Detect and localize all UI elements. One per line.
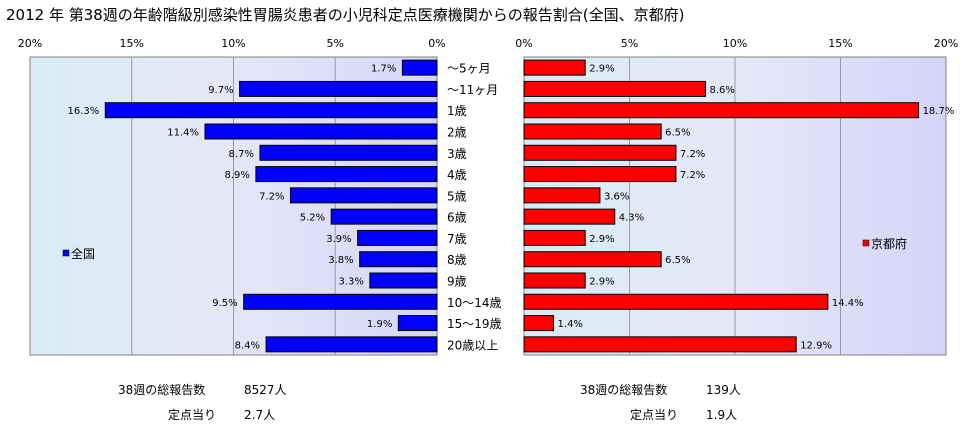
right-value-label: 8.6% (709, 85, 734, 96)
left-value-label: 9.7% (208, 85, 233, 96)
left-bar (397, 315, 438, 332)
category-label: 〜11ヶ月 (447, 83, 498, 97)
left-value-label: 5.2% (300, 213, 325, 224)
category-label: 1歳 (447, 104, 467, 118)
left-total-value: 8527人 (244, 383, 287, 397)
right-bar (523, 315, 555, 332)
category-label: 5歳 (447, 189, 467, 203)
left-value-label: 3.3% (338, 277, 363, 288)
left-tick-label: 15% (120, 37, 144, 50)
left-tick-label: 0% (428, 37, 445, 50)
right-total-value: 139人 (706, 383, 741, 397)
left-bar (255, 166, 438, 183)
right-tick-label: 20% (934, 37, 958, 50)
right-value-label: 14.4% (832, 298, 864, 309)
left-bar (243, 293, 438, 310)
left-bar (265, 336, 438, 353)
right-value-label: 2.9% (589, 234, 614, 245)
category-label: 7歳 (447, 232, 467, 246)
right-bar (523, 102, 920, 119)
category-label: 3歳 (447, 147, 467, 161)
left-value-label: 1.7% (371, 64, 396, 75)
right-bar (523, 336, 797, 353)
right-value-label: 2.9% (589, 64, 614, 75)
right-bar (523, 123, 662, 140)
category-label: 10〜14歳 (447, 296, 502, 310)
right-tick-label: 10% (723, 37, 747, 50)
right-tick-label: 15% (828, 37, 852, 50)
right-bar (523, 229, 586, 246)
left-bar (104, 102, 438, 119)
right-bar (523, 293, 829, 310)
category-label: 8歳 (447, 253, 467, 267)
right-legend-swatch (862, 239, 870, 247)
left-value-label: 7.2% (259, 191, 284, 202)
left-value-label: 11.4% (167, 128, 199, 139)
left-value-label: 9.5% (212, 298, 237, 309)
category-label: 20歳以上 (447, 338, 498, 352)
left-tick-label: 10% (221, 37, 245, 50)
right-value-label: 4.3% (619, 213, 644, 224)
left-legend-label: 全国 (71, 246, 95, 261)
category-label: 15〜19歳 (447, 317, 502, 331)
right-value-label: 7.2% (680, 149, 705, 160)
left-bar (359, 251, 438, 268)
left-bar (330, 208, 438, 225)
left-bar (239, 80, 438, 97)
category-label: 4歳 (447, 168, 467, 182)
right-bar (523, 80, 706, 97)
category-label: 2歳 (447, 126, 467, 140)
right-tick-label: 5% (621, 37, 638, 50)
right-per-value: 1.9人 (706, 408, 738, 422)
right-total-label: 38週の総報告数 (580, 383, 668, 397)
right-value-label: 6.5% (665, 255, 690, 266)
left-tick-label: 20% (18, 37, 42, 50)
left-tick-label: 5% (327, 37, 344, 50)
left-total-label: 38週の総報告数 (118, 383, 206, 397)
right-value-label: 3.6% (604, 191, 629, 202)
category-label: 9歳 (447, 275, 467, 289)
right-value-label: 6.5% (665, 128, 690, 139)
left-value-label: 8.9% (224, 170, 249, 181)
right-value-label: 18.7% (923, 106, 955, 117)
right-value-label: 1.4% (558, 319, 583, 330)
left-bar (289, 187, 438, 204)
right-bar (523, 144, 677, 161)
left-bar (369, 272, 438, 289)
left-value-label: 8.4% (235, 340, 260, 351)
left-value-label: 1.9% (367, 319, 392, 330)
left-per-value: 2.7人 (244, 408, 276, 422)
right-bar (523, 166, 677, 183)
left-value-label: 3.9% (326, 234, 351, 245)
left-value-label: 8.7% (229, 149, 254, 160)
right-bar (523, 187, 601, 204)
right-value-label: 7.2% (680, 170, 705, 181)
chart-title: 2012 年 第38週の年齢階級別感染性胃腸炎患者の小児科定点医療機関からの報告… (6, 6, 685, 24)
left-bar (204, 123, 438, 140)
right-bar (523, 251, 662, 268)
left-value-label: 3.8% (328, 255, 353, 266)
right-value-label: 2.9% (589, 277, 614, 288)
right-per-label: 定点当り (630, 408, 679, 422)
left-value-label: 16.3% (68, 106, 100, 117)
right-bar (523, 59, 586, 76)
category-label: 〜5ヶ月 (447, 62, 491, 76)
right-bar (523, 272, 586, 289)
right-legend-label: 京都府 (871, 236, 907, 251)
left-bar (259, 144, 438, 161)
left-legend-swatch (62, 249, 70, 257)
category-label: 6歳 (447, 211, 467, 225)
left-per-label: 定点当り (168, 408, 217, 422)
left-bar (401, 59, 438, 76)
left-bar (357, 229, 438, 246)
right-bar (523, 208, 616, 225)
right-value-label: 12.9% (800, 340, 832, 351)
right-tick-label: 0% (515, 37, 532, 50)
